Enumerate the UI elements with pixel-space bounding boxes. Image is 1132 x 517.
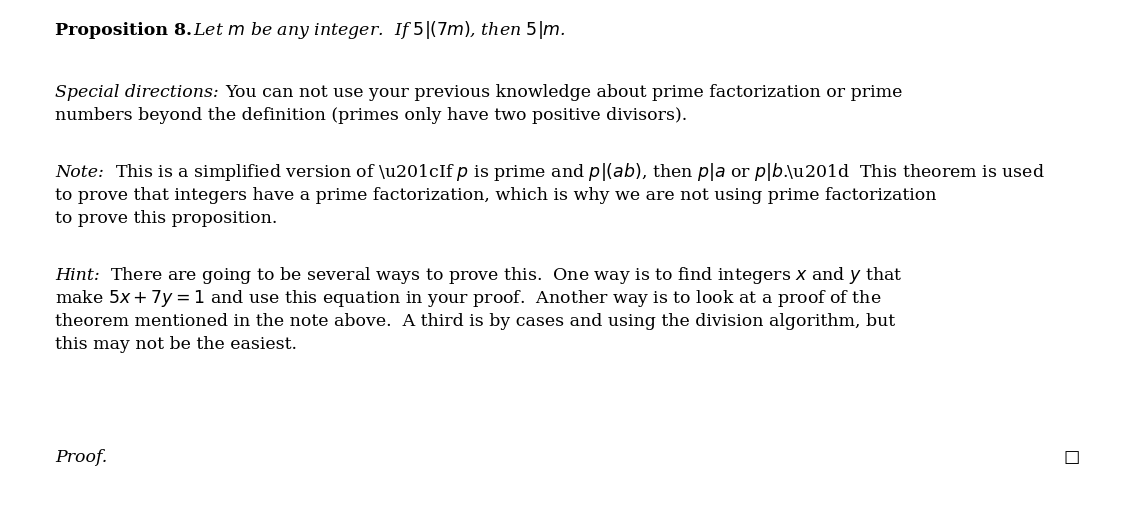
Text: Proof.: Proof. bbox=[55, 449, 108, 466]
Text: □: □ bbox=[1064, 449, 1080, 466]
Text: this may not be the easiest.: this may not be the easiest. bbox=[55, 336, 297, 353]
Text: Special directions:: Special directions: bbox=[55, 84, 218, 101]
Text: to prove this proposition.: to prove this proposition. bbox=[55, 210, 277, 227]
Text: Proposition 8.: Proposition 8. bbox=[55, 22, 192, 39]
Text: Note:: Note: bbox=[55, 164, 104, 181]
Text: This is a simplified version of \u201cIf $p$ is prime and $p|(ab)$, then $p|a$ o: This is a simplified version of \u201cIf… bbox=[115, 161, 1045, 183]
Text: numbers beyond the definition (primes only have two positive divisors).: numbers beyond the definition (primes on… bbox=[55, 107, 687, 124]
Text: make $5x + 7y = 1$ and use this equation in your proof.  Another way is to look : make $5x + 7y = 1$ and use this equation… bbox=[55, 288, 882, 309]
Text: to prove that integers have a prime factorization, which is why we are not using: to prove that integers have a prime fact… bbox=[55, 187, 936, 204]
Text: theorem mentioned in the note above.  A third is by cases and using the division: theorem mentioned in the note above. A t… bbox=[55, 313, 895, 330]
Text: Let $m$ be any integer.  If $5|(7m)$, then $5|m$.: Let $m$ be any integer. If $5|(7m)$, the… bbox=[192, 19, 566, 41]
Text: You can not use your previous knowledge about prime factorization or prime: You can not use your previous knowledge … bbox=[225, 84, 902, 101]
Text: There are going to be several ways to prove this.  One way is to find integers $: There are going to be several ways to pr… bbox=[110, 265, 902, 286]
Text: Hint:: Hint: bbox=[55, 267, 100, 284]
